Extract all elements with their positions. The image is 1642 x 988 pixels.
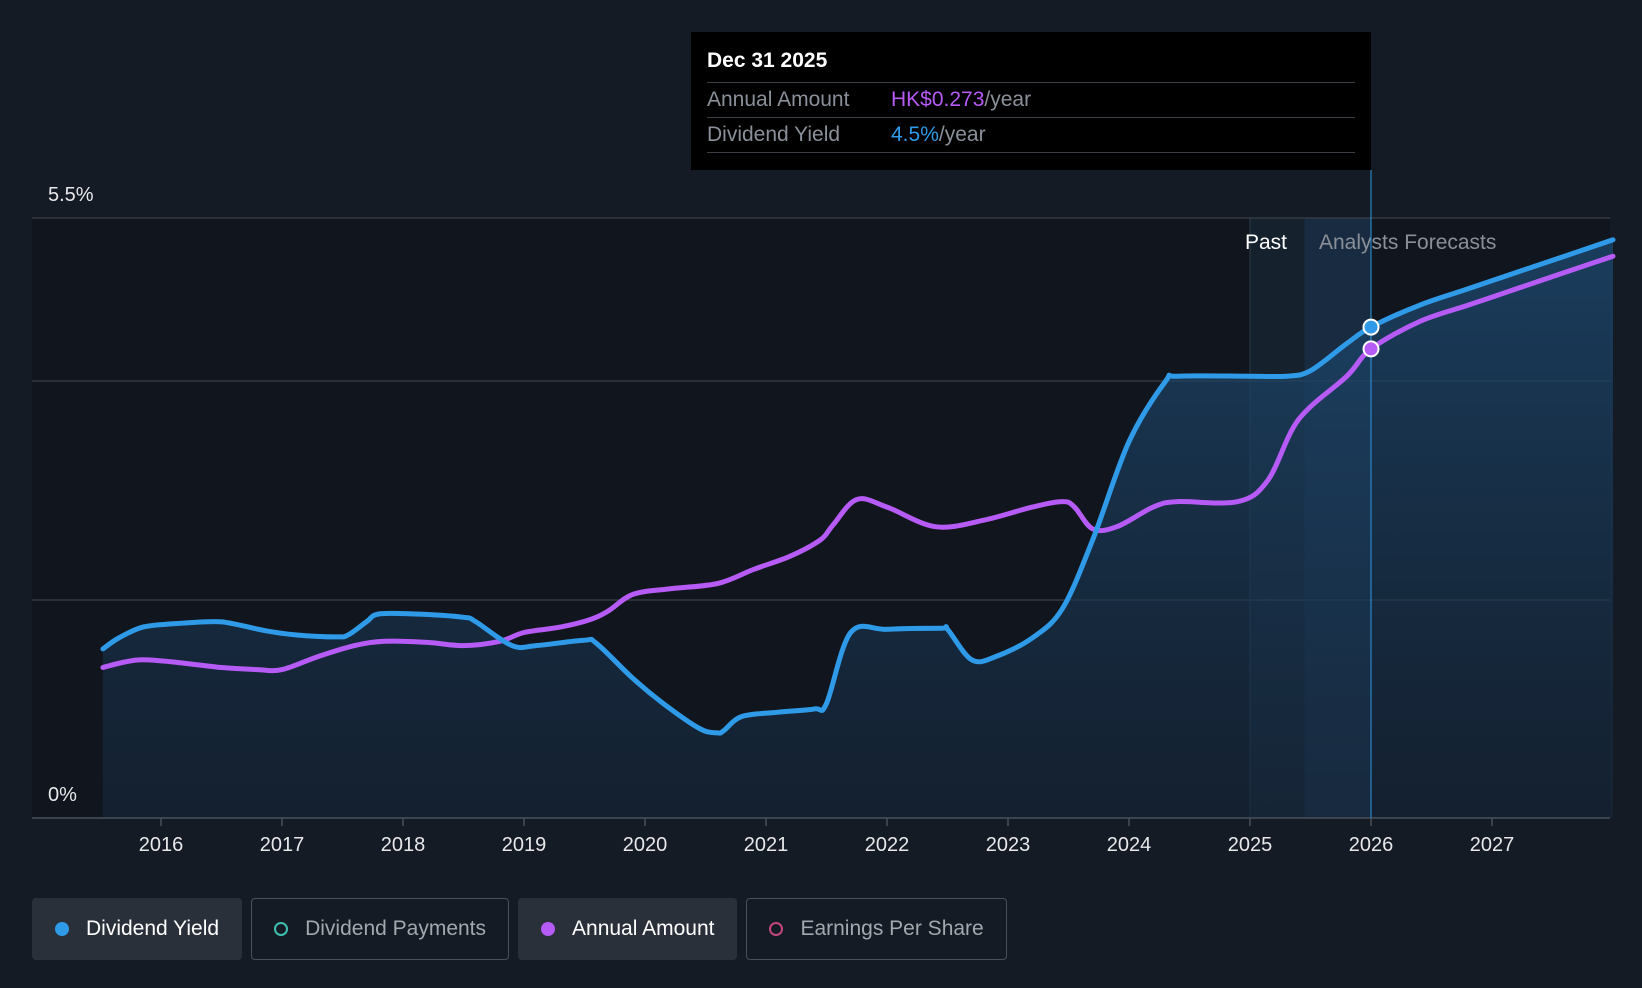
legend-dividend-payments[interactable]: Dividend Payments — [251, 898, 510, 960]
x-tick-label: 2025 — [1228, 834, 1273, 856]
x-tick-label: 2027 — [1470, 834, 1515, 856]
legend-ring-icon — [769, 922, 784, 936]
dividend-yield-line — [100, 237, 1616, 736]
tooltip: Dec 31 2025 Annual Amount HK$0.273/year … — [691, 32, 1371, 170]
legend-dot-icon — [541, 922, 556, 936]
legend-dividend-yield[interactable]: Dividend Yield — [32, 898, 243, 960]
tooltip-value: 4.5% — [891, 123, 939, 146]
x-tick-label: 2024 — [1107, 834, 1152, 856]
dividend-yield-point — [1362, 318, 1380, 336]
legend-earnings-per-share[interactable]: Earnings Per Share — [746, 898, 1007, 960]
legend-label: Annual Amount — [572, 917, 715, 940]
x-tick-label: 2026 — [1349, 834, 1394, 856]
y-max-label: 5.5% — [48, 184, 94, 206]
x-tick-label: 2019 — [502, 834, 547, 856]
legend-annual-amount[interactable]: Annual Amount — [518, 898, 738, 960]
annual-amount-point — [1362, 340, 1380, 358]
x-tick-label: 2023 — [986, 834, 1031, 856]
tooltip-value: HK$0.273 — [891, 88, 985, 111]
legend-label: Earnings Per Share — [800, 917, 984, 940]
tooltip-date: Dec 31 2025 — [707, 46, 1355, 83]
dividend-yield-area — [102, 239, 1613, 819]
legend: Dividend Yield Dividend Payments Annual … — [32, 898, 1016, 960]
past-label: Past — [1245, 231, 1287, 254]
legend-label: Dividend Payments — [305, 917, 487, 940]
tooltip-label: Annual Amount — [707, 88, 850, 111]
legend-label: Dividend Yield — [86, 917, 220, 940]
tooltip-row-dividend-yield: Dividend Yield 4.5%/year — [707, 118, 1355, 153]
forecast-label: Analysts Forecasts — [1319, 231, 1496, 254]
y-min-label: 0% — [48, 784, 77, 806]
tooltip-label: Dividend Yield — [707, 123, 841, 146]
legend-ring-icon — [274, 922, 289, 936]
x-tick-label: 2016 — [139, 834, 184, 856]
x-tick-label: 2021 — [744, 834, 789, 856]
x-tick-label: 2018 — [381, 834, 426, 856]
tooltip-unit: /year — [938, 123, 986, 146]
legend-dot-icon — [55, 922, 69, 936]
tooltip-unit: /year — [984, 88, 1032, 111]
annual-amount-line — [100, 253, 1616, 674]
tooltip-row-annual-amount: Annual Amount HK$0.273/year — [707, 83, 1355, 118]
x-tick-label: 2022 — [865, 834, 910, 856]
x-tick-label: 2020 — [623, 834, 668, 856]
x-tick-label: 2017 — [260, 834, 305, 856]
